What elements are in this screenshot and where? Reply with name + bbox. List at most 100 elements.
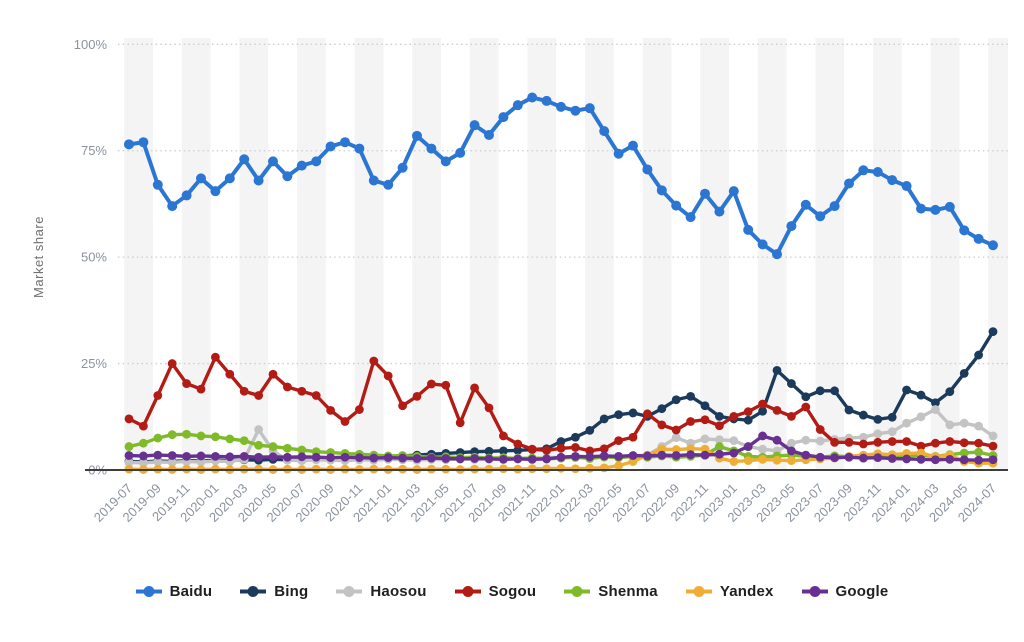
data-point-baidu[interactable] xyxy=(325,141,336,152)
data-point-google[interactable] xyxy=(830,453,839,463)
data-point-google[interactable] xyxy=(657,450,667,460)
data-point-bing[interactable] xyxy=(743,415,753,425)
data-point-haosou[interactable] xyxy=(974,421,983,431)
data-point-sogou[interactable] xyxy=(513,439,523,449)
data-point-sogou[interactable] xyxy=(959,438,969,448)
data-point-google[interactable] xyxy=(599,451,609,461)
data-point-google[interactable] xyxy=(873,453,883,463)
data-point-sogou[interactable] xyxy=(398,401,407,411)
data-point-google[interactable] xyxy=(139,451,148,461)
data-point-google[interactable] xyxy=(196,451,206,461)
data-point-yandex[interactable] xyxy=(614,461,623,471)
data-point-sogou[interactable] xyxy=(902,437,911,446)
data-point-google[interactable] xyxy=(571,451,580,461)
data-point-haosou[interactable] xyxy=(988,431,998,441)
data-point-bing[interactable] xyxy=(599,414,609,424)
data-point-baidu[interactable] xyxy=(815,211,826,222)
data-point-bing[interactable] xyxy=(902,385,911,395)
data-point-haosou[interactable] xyxy=(887,427,897,437)
data-point-bing[interactable] xyxy=(628,408,638,418)
data-point-bing[interactable] xyxy=(700,401,710,411)
data-point-google[interactable] xyxy=(124,451,134,460)
data-point-bing[interactable] xyxy=(556,437,566,446)
data-point-sogou[interactable] xyxy=(873,437,883,447)
data-point-google[interactable] xyxy=(614,451,623,461)
data-point-shenma[interactable] xyxy=(254,440,263,450)
data-point-sogou[interactable] xyxy=(355,405,364,414)
data-point-sogou[interactable] xyxy=(441,380,451,390)
data-point-shenma[interactable] xyxy=(268,442,278,451)
data-point-baidu[interactable] xyxy=(714,206,725,217)
data-point-baidu[interactable] xyxy=(671,200,682,211)
data-point-google[interactable] xyxy=(283,452,292,462)
data-point-google[interactable] xyxy=(340,452,350,462)
data-point-haosou[interactable] xyxy=(139,458,148,468)
legend-item-shenma[interactable]: Shenma xyxy=(564,583,658,600)
data-point-baidu[interactable] xyxy=(599,126,610,137)
data-point-google[interactable] xyxy=(700,450,710,460)
data-point-google[interactable] xyxy=(484,454,494,464)
data-point-google[interactable] xyxy=(369,453,379,463)
data-point-baidu[interactable] xyxy=(772,249,782,260)
data-point-bing[interactable] xyxy=(758,406,767,416)
data-point-sogou[interactable] xyxy=(758,399,767,409)
data-point-sogou[interactable] xyxy=(801,402,811,412)
data-point-sogou[interactable] xyxy=(671,425,681,435)
legend-item-baidu[interactable]: Baidu xyxy=(135,583,213,600)
data-point-google[interactable] xyxy=(167,451,177,460)
data-point-baidu[interactable] xyxy=(988,240,998,251)
data-point-baidu[interactable] xyxy=(239,154,250,165)
data-point-google[interactable] xyxy=(628,451,638,460)
data-point-sogou[interactable] xyxy=(830,437,839,447)
data-point-baidu[interactable] xyxy=(152,179,163,190)
data-point-google[interactable] xyxy=(729,448,739,458)
data-point-sogou[interactable] xyxy=(700,415,710,425)
data-point-bing[interactable] xyxy=(801,392,811,402)
data-point-bing[interactable] xyxy=(571,432,580,442)
data-point-baidu[interactable] xyxy=(138,137,149,148)
data-point-google[interactable] xyxy=(513,454,523,464)
data-point-baidu[interactable] xyxy=(728,186,739,197)
data-point-yandex[interactable] xyxy=(499,464,508,474)
data-point-sogou[interactable] xyxy=(542,446,551,455)
data-point-google[interactable] xyxy=(311,452,321,462)
data-point-haosou[interactable] xyxy=(254,425,263,434)
data-point-sogou[interactable] xyxy=(988,441,998,451)
data-point-sogou[interactable] xyxy=(283,382,292,392)
data-point-google[interactable] xyxy=(945,454,955,464)
data-point-sogou[interactable] xyxy=(599,444,609,454)
data-point-shenma[interactable] xyxy=(283,443,292,453)
data-point-sogou[interactable] xyxy=(484,403,494,413)
data-point-baidu[interactable] xyxy=(959,225,970,236)
data-point-baidu[interactable] xyxy=(512,100,523,111)
data-point-baidu[interactable] xyxy=(383,179,394,190)
data-point-shenma[interactable] xyxy=(225,434,235,444)
data-point-bing[interactable] xyxy=(484,446,494,456)
data-point-sogou[interactable] xyxy=(225,369,235,379)
data-point-sogou[interactable] xyxy=(124,414,134,424)
data-point-haosou[interactable] xyxy=(873,429,883,439)
data-point-sogou[interactable] xyxy=(772,406,782,415)
data-point-bing[interactable] xyxy=(671,395,681,405)
data-point-baidu[interactable] xyxy=(167,201,178,212)
data-point-shenma[interactable] xyxy=(239,436,249,446)
data-point-bing[interactable] xyxy=(844,405,854,415)
data-point-bing[interactable] xyxy=(873,414,883,424)
data-point-google[interactable] xyxy=(225,452,235,462)
data-point-google[interactable] xyxy=(355,453,364,463)
data-point-google[interactable] xyxy=(383,453,393,463)
data-point-baidu[interactable] xyxy=(124,139,134,150)
data-point-google[interactable] xyxy=(455,454,465,464)
data-point-sogou[interactable] xyxy=(167,359,177,368)
data-point-google[interactable] xyxy=(499,454,508,464)
data-point-baidu[interactable] xyxy=(210,186,221,197)
data-point-sogou[interactable] xyxy=(326,406,335,415)
data-point-sogou[interactable] xyxy=(153,391,163,400)
data-point-google[interactable] xyxy=(643,451,652,461)
data-point-baidu[interactable] xyxy=(570,105,581,116)
data-point-baidu[interactable] xyxy=(844,178,854,189)
data-point-haosou[interactable] xyxy=(815,436,825,446)
data-point-sogou[interactable] xyxy=(427,379,436,389)
data-point-haosou[interactable] xyxy=(167,457,177,467)
data-point-sogou[interactable] xyxy=(815,425,825,434)
